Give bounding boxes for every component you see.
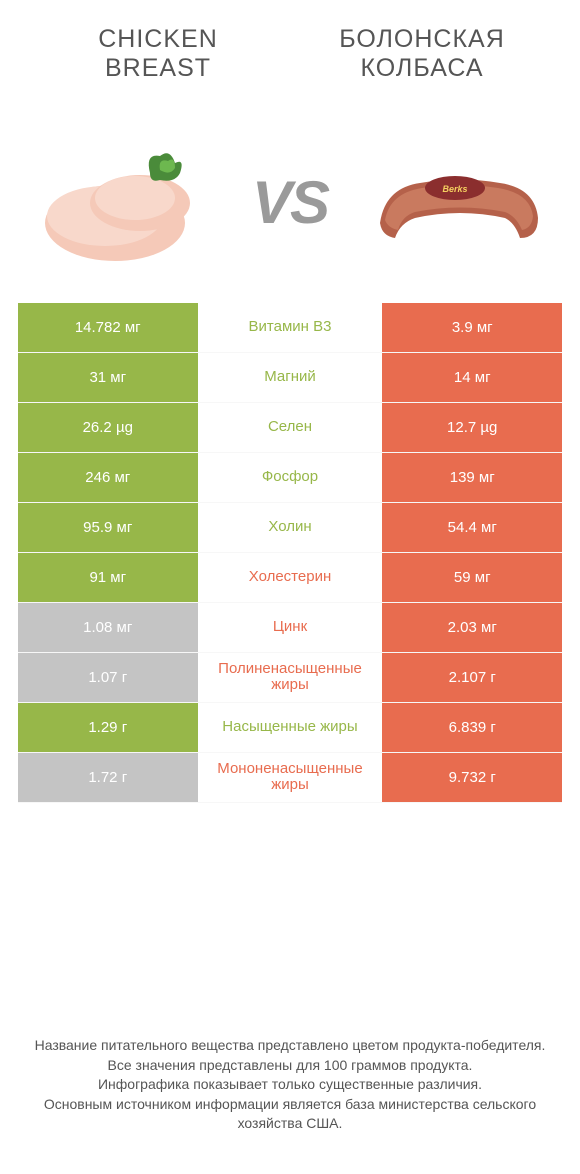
title-left: CHICKEN BREAST xyxy=(50,25,266,83)
title-right: БОЛОНСКАЯ КОЛБАСА xyxy=(314,25,530,83)
product-row: VS Berks xyxy=(0,93,580,303)
footer-line: Название питательного вещества представл… xyxy=(30,1036,550,1056)
bologna-sausage-image: Berks xyxy=(360,128,550,278)
footer-notes: Название питательного вещества представл… xyxy=(0,1036,580,1134)
table-row: 31 мгМагний14 мг xyxy=(18,353,562,403)
right-value: 3.9 мг xyxy=(382,303,562,352)
right-value: 9.732 г xyxy=(382,753,562,802)
table-row: 1.07 гПолиненасыщенные жиры2.107 г xyxy=(18,653,562,703)
nutrient-label: Холин xyxy=(198,503,383,552)
right-value: 59 мг xyxy=(382,553,562,602)
svg-text:Berks: Berks xyxy=(442,184,467,194)
left-value: 95.9 мг xyxy=(18,503,198,552)
chicken-breast-image xyxy=(30,128,220,278)
nutrient-label: Селен xyxy=(198,403,383,452)
left-value: 31 мг xyxy=(18,353,198,402)
nutrient-label: Цинк xyxy=(198,603,383,652)
table-row: 1.72 гМононенасыщенные жиры9.732 г xyxy=(18,753,562,803)
nutrient-label: Мононенасыщенные жиры xyxy=(198,753,383,802)
right-value: 12.7 µg xyxy=(382,403,562,452)
left-value: 246 мг xyxy=(18,453,198,502)
nutrient-label: Магний xyxy=(198,353,383,402)
right-value: 6.839 г xyxy=(382,703,562,752)
nutrient-label: Насыщенные жиры xyxy=(198,703,383,752)
nutrient-label: Полиненасыщенные жиры xyxy=(198,653,383,702)
comparison-table: 14.782 мгВитамин B33.9 мг31 мгМагний14 м… xyxy=(0,303,580,803)
nutrient-label: Витамин B3 xyxy=(198,303,383,352)
header: CHICKEN BREAST БОЛОНСКАЯ КОЛБАСА xyxy=(0,0,580,93)
nutrient-label: Фосфор xyxy=(198,453,383,502)
table-row: 246 мгФосфор139 мг xyxy=(18,453,562,503)
right-value: 2.03 мг xyxy=(382,603,562,652)
left-value: 14.782 мг xyxy=(18,303,198,352)
footer-line: Инфографика показывает только существенн… xyxy=(30,1075,550,1095)
table-row: 91 мгХолестерин59 мг xyxy=(18,553,562,603)
right-value: 139 мг xyxy=(382,453,562,502)
footer-line: Основным источником информации является … xyxy=(30,1095,550,1134)
table-row: 14.782 мгВитамин B33.9 мг xyxy=(18,303,562,353)
right-value: 2.107 г xyxy=(382,653,562,702)
left-value: 91 мг xyxy=(18,553,198,602)
right-value: 14 мг xyxy=(382,353,562,402)
left-value: 1.72 г xyxy=(18,753,198,802)
right-value: 54.4 мг xyxy=(382,503,562,552)
left-value: 1.07 г xyxy=(18,653,198,702)
left-value: 1.08 мг xyxy=(18,603,198,652)
table-row: 1.08 мгЦинк2.03 мг xyxy=(18,603,562,653)
left-value: 1.29 г xyxy=(18,703,198,752)
nutrient-label: Холестерин xyxy=(198,553,383,602)
table-row: 1.29 гНасыщенные жиры6.839 г xyxy=(18,703,562,753)
left-value: 26.2 µg xyxy=(18,403,198,452)
vs-label: VS xyxy=(252,168,328,237)
table-row: 26.2 µgСелен12.7 µg xyxy=(18,403,562,453)
footer-line: Все значения представлены для 100 граммо… xyxy=(30,1056,550,1076)
table-row: 95.9 мгХолин54.4 мг xyxy=(18,503,562,553)
